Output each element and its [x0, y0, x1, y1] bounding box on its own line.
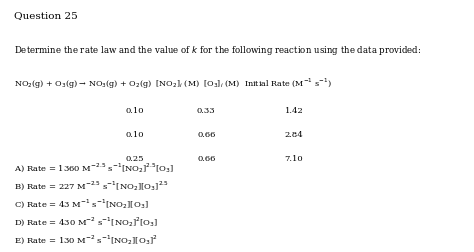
Text: 0.25: 0.25	[126, 155, 145, 163]
Text: Determine the rate law and the value of $k$ for the following reaction using the: Determine the rate law and the value of …	[14, 44, 422, 57]
Text: 0.33: 0.33	[197, 107, 216, 115]
Text: 7.10: 7.10	[284, 155, 303, 163]
Text: 2.84: 2.84	[284, 131, 303, 139]
Text: E) Rate = 130 M$^{-2}$ s$^{-1}$[NO$_2$][O$_3$]$^{2}$: E) Rate = 130 M$^{-2}$ s$^{-1}$[NO$_2$][…	[14, 234, 158, 247]
Text: Question 25: Question 25	[14, 11, 78, 20]
Text: D) Rate = 430 M$^{-2}$ s$^{-1}$[NO$_2$]$^{2}$[O$_3$]: D) Rate = 430 M$^{-2}$ s$^{-1}$[NO$_2$]$…	[14, 216, 158, 229]
Text: B) Rate = 227 M$^{-2.5}$ s$^{-1}$[NO$_2$][O$_3$]$^{2.5}$: B) Rate = 227 M$^{-2.5}$ s$^{-1}$[NO$_2$…	[14, 179, 169, 193]
Text: 0.66: 0.66	[197, 131, 215, 139]
Text: C) Rate = 43 M$^{-1}$ s$^{-1}$[NO$_2$][O$_3$]: C) Rate = 43 M$^{-1}$ s$^{-1}$[NO$_2$][O…	[14, 198, 149, 211]
Text: 0.10: 0.10	[126, 131, 145, 139]
Text: 0.10: 0.10	[126, 107, 145, 115]
Text: 1.42: 1.42	[284, 107, 303, 115]
Text: 0.66: 0.66	[197, 155, 215, 163]
Text: NO$_2$(g) + O$_3$(g) → NO$_3$(g) + O$_2$(g)  [NO$_2$]$_i$ (M)  [O$_3$]$_i$ (M)  : NO$_2$(g) + O$_3$(g) → NO$_3$(g) + O$_2$…	[14, 77, 332, 91]
Text: A) Rate = 1360 M$^{-2.5}$ s$^{-1}$[NO$_2$]$^{2.5}$[O$_3$]: A) Rate = 1360 M$^{-2.5}$ s$^{-1}$[NO$_2…	[14, 161, 174, 175]
